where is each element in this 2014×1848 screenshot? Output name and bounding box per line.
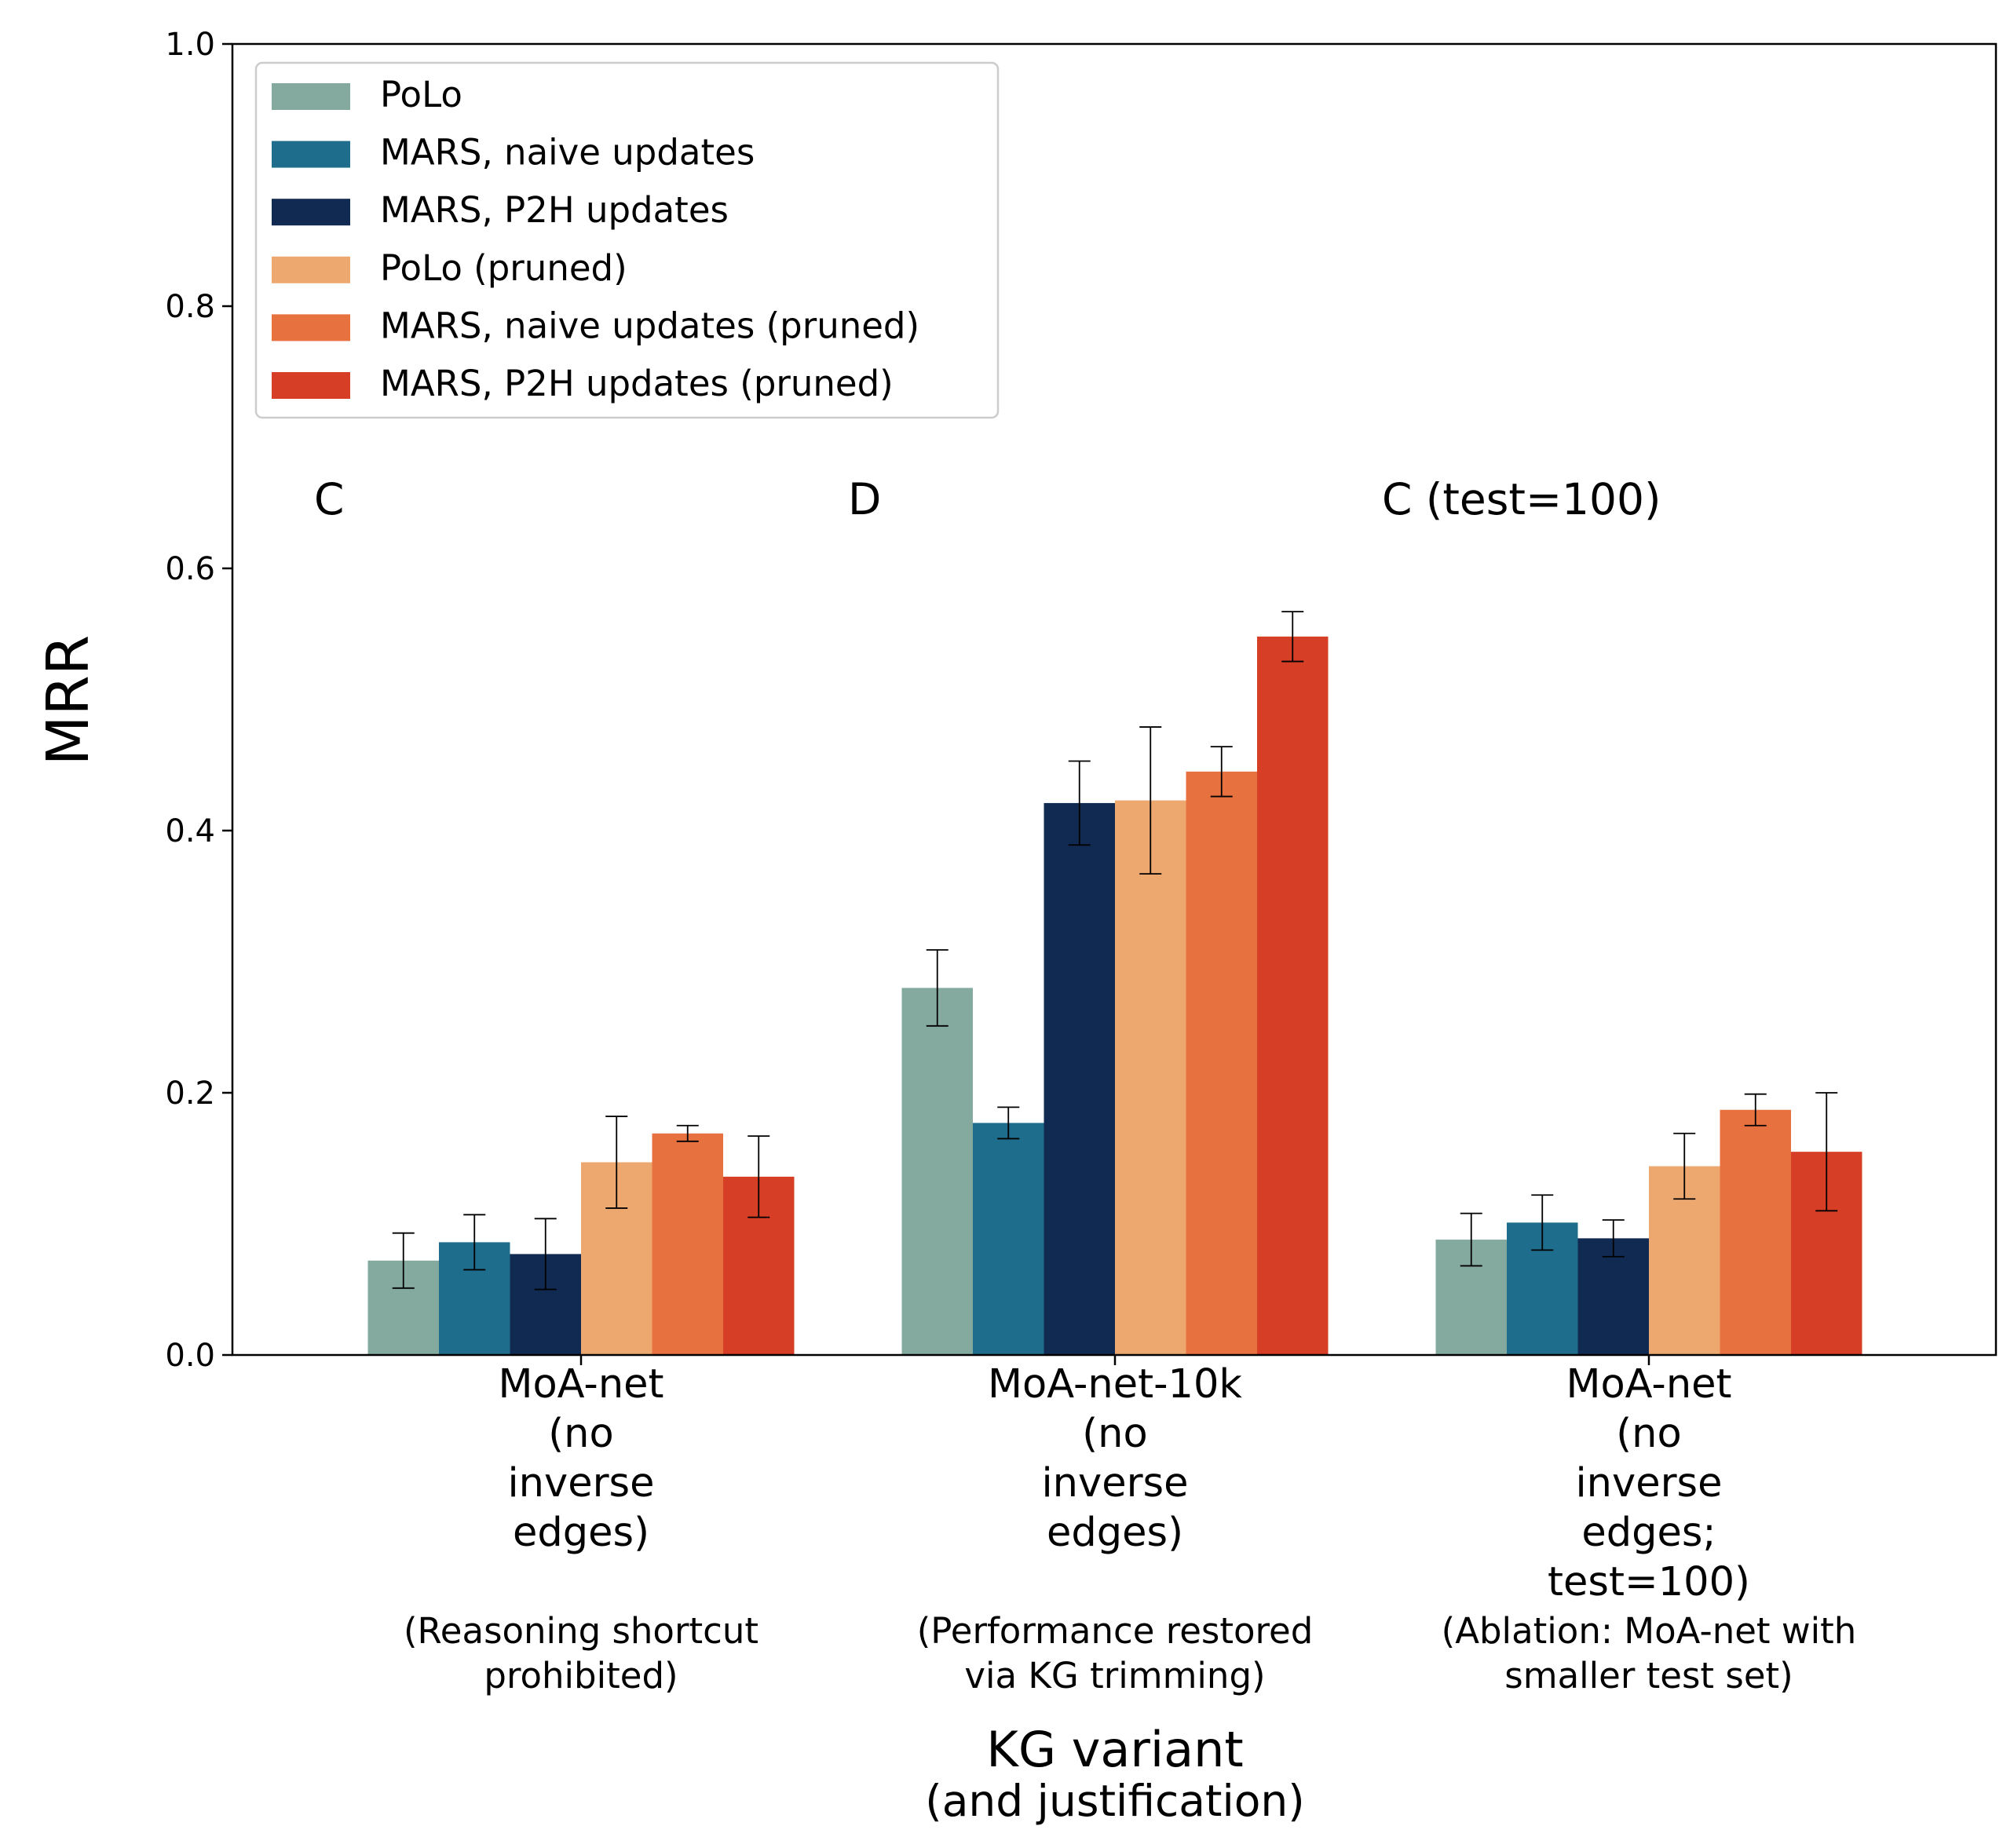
error-bar	[1531, 1194, 1554, 1251]
legend-item: MARS, naive updates (pruned)	[272, 305, 919, 346]
error-bar	[926, 949, 949, 1027]
legend-swatch	[272, 83, 350, 110]
y-axis-label: MRR	[35, 635, 102, 766]
category-note-line: via KG trimming)	[964, 1655, 1265, 1696]
error-bar	[1281, 611, 1304, 663]
error-bar	[1673, 1132, 1696, 1200]
y-axis: 0.0 0.2 0.4 0.6 0.8 1.0	[165, 27, 232, 1374]
legend-swatch	[272, 199, 350, 226]
x-axis-label: KG variant	[986, 1721, 1243, 1778]
error-bar	[392, 1232, 415, 1289]
legend-frame	[254, 61, 1000, 419]
error-bar	[534, 1218, 557, 1291]
legend-label: MARS, P2H updates	[380, 189, 729, 231]
x-tick-label-line: edges;	[1581, 1510, 1716, 1556]
bar	[652, 1133, 723, 1355]
bar	[1044, 802, 1115, 1355]
error-bar	[463, 1214, 486, 1271]
panel-tag: C (test=100)	[1382, 474, 1661, 524]
legend-swatch	[272, 314, 350, 341]
y-tick-label: 0.2	[165, 1076, 215, 1112]
error-bar	[747, 1135, 770, 1218]
error-bar	[1744, 1093, 1767, 1127]
bar	[1257, 636, 1329, 1355]
x-tick-label-line: edges)	[1047, 1510, 1183, 1556]
bar	[973, 1123, 1044, 1355]
error-bar	[676, 1124, 699, 1142]
x-tick-label-line: inverse	[1576, 1460, 1723, 1507]
error-bar	[997, 1106, 1020, 1140]
error-bars-layer	[392, 611, 1838, 1291]
category-note-line: (Reasoning shortcut	[404, 1610, 758, 1652]
bar	[1115, 800, 1186, 1355]
legend-item: PoLo	[272, 74, 462, 115]
category-note-line: prohibited)	[484, 1655, 678, 1696]
x-tick-label-line: inverse	[508, 1460, 655, 1507]
x-tick-label-line: MoA-net	[498, 1361, 663, 1408]
panel-tag: C	[314, 474, 344, 524]
legend-label: PoLo (pruned)	[380, 247, 627, 289]
x-tick-label-line: MoA-net	[1566, 1361, 1731, 1408]
legend-label: MARS, naive updates	[380, 132, 755, 173]
legend-label: MARS, P2H updates (pruned)	[380, 363, 894, 404]
legend-item: MARS, P2H updates (pruned)	[272, 363, 894, 404]
x-tick-label-line: edges)	[513, 1510, 649, 1556]
x-tick-label-line: MoA-net-10k	[988, 1361, 1242, 1408]
error-bar	[1068, 760, 1091, 846]
x-tick-label-line: (no	[1616, 1411, 1681, 1457]
category-note-line: (Ablation: MoA-net with	[1442, 1610, 1857, 1652]
error-bar	[1460, 1212, 1482, 1267]
legend-swatch	[272, 141, 350, 168]
bar	[901, 988, 973, 1355]
legend-swatch	[272, 372, 350, 399]
bars-layer	[367, 636, 1862, 1355]
category-note-line: smaller test set)	[1504, 1655, 1793, 1696]
x-tick-label-line: (no	[1082, 1411, 1147, 1457]
legend-item: PoLo (pruned)	[272, 247, 627, 289]
panel-tag: D	[848, 474, 881, 524]
bar	[1720, 1109, 1791, 1355]
panel-tags: C D C (test=100)	[314, 474, 1661, 524]
error-bar	[605, 1116, 628, 1209]
error-bar	[1139, 726, 1162, 875]
x-tick-label-line: test=100)	[1548, 1559, 1750, 1605]
legend-item: MARS, naive updates	[272, 132, 755, 173]
bar	[1186, 771, 1257, 1355]
category-note-line: (Performance restored	[917, 1610, 1314, 1652]
y-tick-label: 0.4	[165, 813, 215, 849]
x-axis-sublabel: (and justification)	[925, 1776, 1304, 1826]
x-tick-label-line: inverse	[1042, 1460, 1189, 1507]
error-bar	[1602, 1219, 1625, 1258]
legend: PoLo MARS, naive updates MARS, P2H updates…	[254, 61, 1000, 419]
legend-swatch	[272, 256, 350, 283]
bar	[1577, 1238, 1649, 1355]
legend-label: MARS, naive updates (pruned)	[380, 305, 919, 346]
y-tick-label: 0.0	[165, 1338, 215, 1374]
y-tick-label: 0.8	[165, 289, 215, 325]
x-tick-label-line: (no	[548, 1411, 613, 1457]
y-tick-label: 0.6	[165, 551, 215, 587]
error-bar	[1815, 1092, 1838, 1212]
legend-label: PoLo	[380, 74, 462, 115]
error-bar	[1210, 746, 1233, 798]
legend-item: MARS, P2H updates	[272, 189, 729, 231]
y-tick-label: 1.0	[165, 27, 215, 63]
